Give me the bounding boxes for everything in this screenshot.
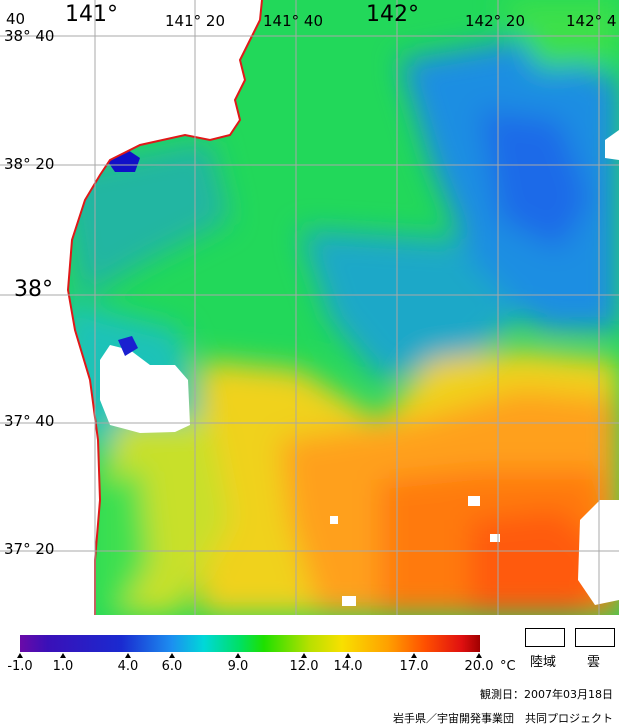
sea-surface-temperature-map: 141° 141° 20 141° 40 142° 142° 20 142° 4 40 38°… — [0, 0, 619, 615]
scale-tick-label: 17.0 — [399, 659, 429, 674]
scale-tick-label: -1.0 — [7, 659, 33, 674]
observation-date: 観測日：2007年03月18日 — [480, 688, 613, 701]
scale-tick-mark — [476, 653, 482, 658]
land-key-swatch — [525, 628, 565, 647]
scale-tick-label: 4.0 — [117, 659, 139, 674]
credit-line: 岩手県／宇宙開発事業団 共同プロジェクト — [393, 712, 613, 725]
longitude-label: 142° — [366, 2, 419, 27]
scale-tick-mark — [125, 653, 131, 658]
latitude-label: 37° 20 — [4, 540, 55, 558]
scale-tick-label: 9.0 — [227, 659, 249, 674]
latitude-label: 38° 20 — [4, 155, 55, 173]
temperature-unit: °C — [500, 659, 516, 674]
scale-tick-mark — [301, 653, 307, 658]
longitude-label: 141° — [65, 2, 118, 27]
scale-tick-mark — [345, 653, 351, 658]
land-key-label: 陸域 — [530, 655, 557, 670]
scale-tick-label: 1.0 — [52, 659, 74, 674]
temperature-color-scale — [20, 635, 480, 652]
scale-tick-label: 6.0 — [161, 659, 183, 674]
cloud-key-swatch — [575, 628, 615, 647]
scale-tick-mark — [235, 653, 241, 658]
latitude-label: 38° — [14, 277, 53, 302]
scale-tick-mark — [60, 653, 66, 658]
longitude-label: 141° 20 — [165, 12, 225, 30]
scale-tick-label: 14.0 — [333, 659, 363, 674]
latitude-label: 38° 40 — [4, 27, 55, 45]
scale-tick-label: 20.0 — [464, 659, 494, 674]
scale-tick-mark — [169, 653, 175, 658]
longitude-label: 142° 4 — [566, 12, 617, 30]
latitude-label: 37° 40 — [4, 412, 55, 430]
scale-tick-label: 12.0 — [289, 659, 319, 674]
longitude-label: 142° 20 — [465, 12, 525, 30]
latitude-label: 40 — [6, 10, 26, 28]
scale-tick-mark — [17, 653, 23, 658]
cloud-key-label: 雲 — [587, 655, 601, 670]
longitude-label: 141° 40 — [263, 12, 323, 30]
sst-image — [0, 0, 619, 615]
scale-tick-mark — [411, 653, 417, 658]
